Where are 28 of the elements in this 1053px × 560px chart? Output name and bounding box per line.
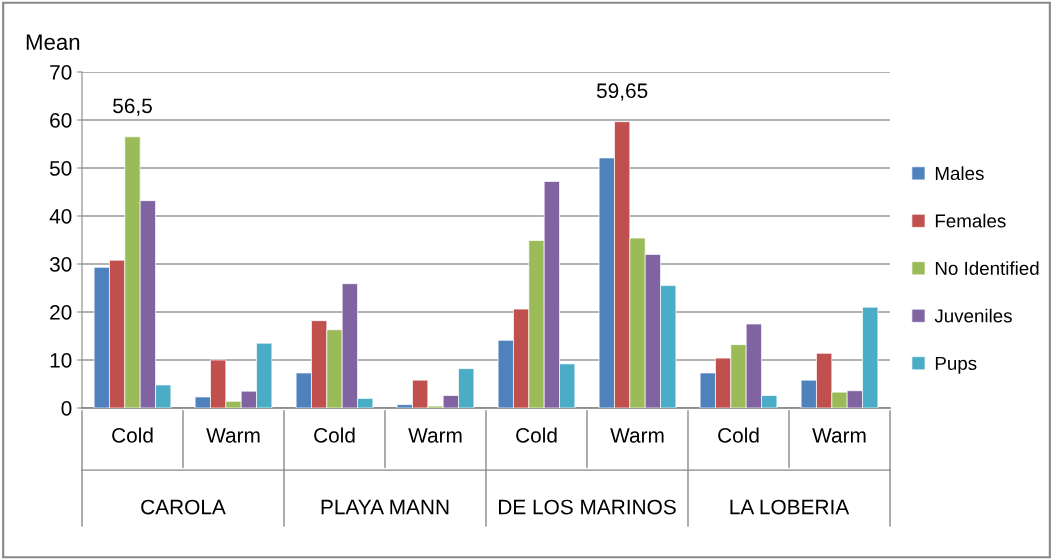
legend-label: Juveniles [934, 308, 1012, 323]
text: DE LOS MARINOS [498, 499, 676, 515]
legend-label: Males [935, 166, 984, 181]
y-tick-label: 60 [50, 113, 72, 128]
text: PLAYA MANN [321, 499, 449, 515]
y-tick-label: 50 [49, 161, 72, 176]
y-tick-label: 30 [49, 257, 72, 272]
x-tick-label: Cold [516, 427, 557, 443]
y-axis-title: Mean [26, 34, 80, 50]
y-tick-label: 0 [61, 401, 72, 416]
y-tick-label: 40 [49, 209, 72, 224]
x-tick-label: Cold [718, 427, 759, 443]
text: CAROLA [141, 499, 226, 515]
data-label: 56,5 [113, 98, 152, 116]
y-tick-label: 20 [50, 305, 72, 320]
x-tick-label: Cold [112, 427, 153, 443]
x-tick-label: Cold [314, 427, 355, 443]
y-tick-label: 70 [50, 65, 72, 80]
x-tick-label: Warm [206, 428, 260, 443]
text: LA LOBERIA [730, 499, 850, 515]
x-tick-label: Warm [610, 428, 664, 443]
data-label: 59,65 [596, 83, 648, 101]
legend-label: No Identified [935, 261, 1039, 276]
legend-label: Pups [935, 356, 977, 374]
x-tick-label: Warm [408, 428, 462, 443]
y-tick-label: 10 [50, 353, 72, 368]
legend-label: Females [935, 213, 1006, 228]
x-tick-label: Warm [812, 428, 866, 443]
